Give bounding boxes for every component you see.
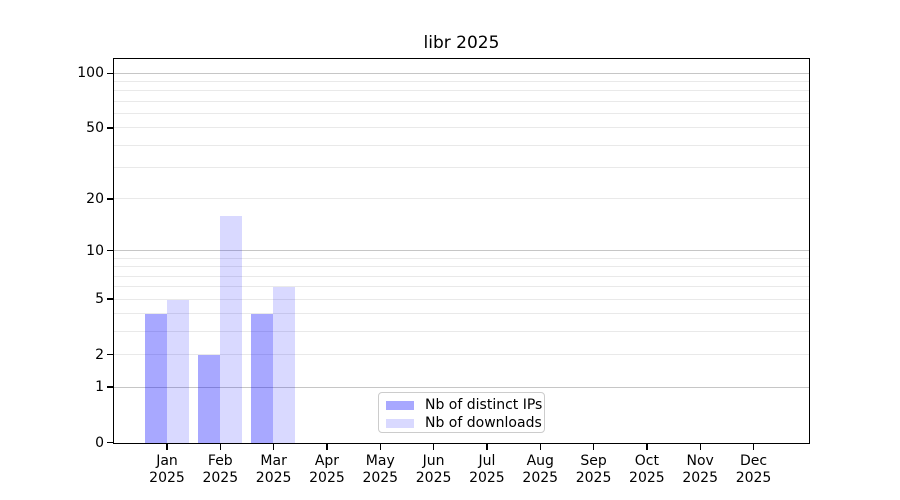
gridline-minor <box>114 113 809 115</box>
legend-label-downloads: Nb of downloads <box>425 415 542 431</box>
y-tick-label: 1 <box>95 379 104 396</box>
x-tick-label: Dec 2025 <box>722 453 786 487</box>
y-tick-label: 10 <box>86 242 104 259</box>
gridline-minor <box>114 81 809 83</box>
chart-title: libr 2025 <box>423 33 500 53</box>
y-tick-label: 5 <box>95 291 104 308</box>
y-tick-mark <box>107 441 113 444</box>
gridline-major <box>114 250 809 252</box>
bar-downloads <box>273 287 296 443</box>
x-tick-month: Jun <box>422 453 445 469</box>
bar-distinct-ips <box>251 314 274 443</box>
x-tick-mark <box>272 444 275 450</box>
x-tick-year: 2025 <box>629 470 665 486</box>
x-tick-year: 2025 <box>415 470 452 486</box>
x-tick-mark <box>432 444 435 450</box>
bar-downloads <box>219 216 242 443</box>
x-tick-mark <box>486 444 488 450</box>
y-tick-mark <box>107 127 113 129</box>
x-tick-year: 2025 <box>309 470 345 486</box>
x-tick-mark <box>752 444 755 450</box>
x-tick-label: Jun 2025 <box>402 453 466 487</box>
legend-swatch-downloads <box>386 418 414 428</box>
x-tick-month: Nov <box>686 453 714 469</box>
x-tick-label: May 2025 <box>348 453 412 487</box>
gridline-minor <box>114 354 809 356</box>
x-tick-label: Oct 2025 <box>615 453 679 487</box>
y-tick-mark <box>107 249 113 252</box>
gridline-minor <box>114 331 809 333</box>
x-tick-month: Apr <box>314 453 340 469</box>
x-tick-mark <box>646 444 648 450</box>
gridline-minor <box>114 144 809 146</box>
x-tick-month: Feb <box>207 453 233 469</box>
x-tick-month: May <box>365 453 395 469</box>
legend: Nb of distinct IPs Nb of downloads <box>378 392 545 433</box>
x-tick-month: Aug <box>526 453 554 469</box>
x-tick-month: Jan <box>156 453 178 469</box>
y-tick-mark <box>107 353 113 356</box>
gridline-minor <box>114 127 809 129</box>
x-tick-mark <box>219 444 221 450</box>
y-tick-mark <box>107 198 113 200</box>
gridline-minor <box>114 298 809 300</box>
x-tick-mark <box>592 444 595 450</box>
legend-label-distinct-ips: Nb of distinct IPs <box>425 397 543 413</box>
legend-item-downloads: Nb of downloads <box>386 415 542 431</box>
x-tick-year: 2025 <box>202 470 239 486</box>
y-tick-label: 0 <box>95 434 104 451</box>
x-tick-label: Sep 2025 <box>562 453 626 487</box>
x-tick-year: 2025 <box>682 470 718 486</box>
gridline-minor <box>114 313 809 315</box>
x-tick-mark <box>326 444 328 450</box>
bar-distinct-ips <box>144 314 167 443</box>
plot-area <box>113 58 810 444</box>
x-tick-label: Mar 2025 <box>242 453 306 487</box>
x-tick-label: Apr 2025 <box>295 453 359 487</box>
x-tick-year: 2025 <box>469 470 505 486</box>
x-tick-label: Feb 2025 <box>188 453 252 487</box>
gridline-major <box>114 72 809 74</box>
bar-distinct-ips <box>197 355 220 443</box>
x-tick-mark <box>166 444 168 450</box>
gridline-minor <box>114 90 809 92</box>
y-tick-mark <box>107 298 113 300</box>
x-tick-month: Jul <box>478 453 496 469</box>
bar-downloads <box>166 299 189 443</box>
gridline-minor <box>114 100 809 102</box>
y-tick-label: 2 <box>95 346 104 363</box>
x-tick-mark <box>379 444 381 450</box>
gridline-minor <box>114 286 809 288</box>
gridline-minor <box>114 198 809 200</box>
x-tick-label: Jul 2025 <box>455 453 519 487</box>
x-tick-year: 2025 <box>522 470 559 486</box>
gridline-major <box>114 386 809 388</box>
gridline-minor <box>114 167 809 169</box>
x-tick-year: 2025 <box>575 470 612 486</box>
x-tick-year: 2025 <box>255 470 292 486</box>
gridline-minor <box>114 275 809 277</box>
x-tick-month: Sep <box>580 453 607 469</box>
x-tick-label: Nov 2025 <box>668 453 732 487</box>
y-tick-label: 100 <box>77 65 104 82</box>
gridline-minor <box>114 257 809 259</box>
x-tick-label: Jan 2025 <box>135 453 199 487</box>
legend-item-distinct-ips: Nb of distinct IPs <box>386 397 543 413</box>
y-tick-label: 20 <box>86 190 104 207</box>
y-tick-mark <box>107 386 113 388</box>
x-tick-month: Dec <box>739 453 768 469</box>
x-tick-year: 2025 <box>735 470 772 486</box>
x-tick-year: 2025 <box>362 470 399 486</box>
y-tick-label: 50 <box>86 119 104 136</box>
x-tick-month: Mar <box>260 453 287 469</box>
x-tick-year: 2025 <box>149 470 185 486</box>
legend-swatch-distinct-ips <box>386 400 414 410</box>
x-tick-mark <box>699 444 701 450</box>
x-tick-mark <box>539 444 541 450</box>
y-tick-mark <box>107 72 113 74</box>
x-tick-label: Aug 2025 <box>508 453 572 487</box>
gridline-minor <box>114 266 809 268</box>
x-tick-month: Oct <box>634 453 659 469</box>
